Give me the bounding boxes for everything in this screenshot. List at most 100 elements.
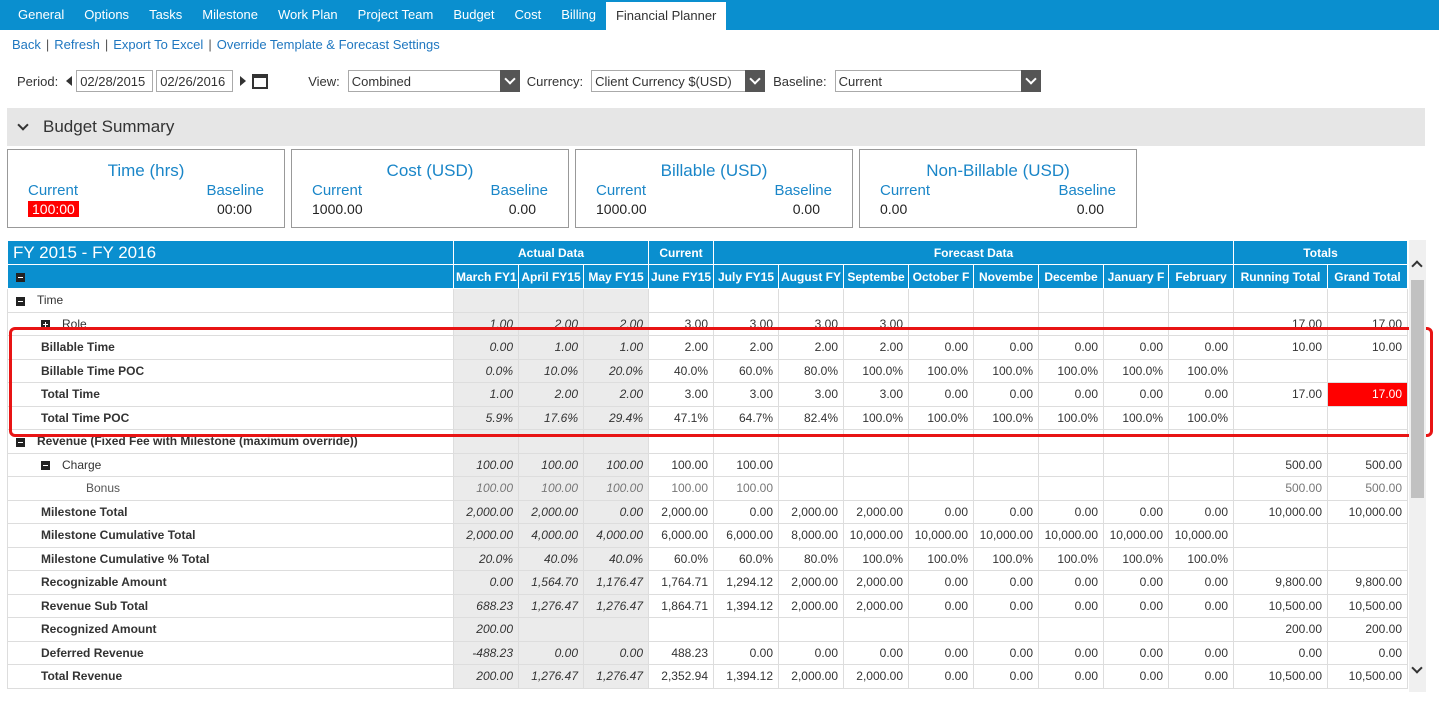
table-cell[interactable]: [908, 617, 975, 642]
chevron-down-icon[interactable]: [745, 69, 766, 92]
table-cell[interactable]: [908, 311, 975, 336]
table-cell[interactable]: 0.00: [843, 640, 910, 665]
table-cell[interactable]: 2.00: [648, 335, 715, 360]
table-cell[interactable]: 4,000.00: [518, 523, 584, 548]
table-cell[interactable]: [1327, 288, 1409, 313]
table-cell[interactable]: 0.00: [1038, 335, 1105, 360]
table-cell[interactable]: 2.00: [582, 311, 650, 336]
table-cell[interactable]: 100.0%: [843, 546, 910, 571]
table-cell[interactable]: 100.0%: [908, 546, 975, 571]
table-cell[interactable]: [1327, 546, 1409, 571]
column-header[interactable]: Running Total: [1233, 264, 1329, 289]
table-cell[interactable]: 10,500.00: [1327, 593, 1409, 618]
table-cell[interactable]: 3.00: [778, 382, 845, 407]
table-cell[interactable]: 2,000.00: [778, 664, 845, 689]
table-cell[interactable]: 1.00: [518, 335, 584, 360]
table-cell[interactable]: [582, 288, 650, 313]
table-cell[interactable]: 0.00: [1103, 570, 1170, 595]
tab-billing[interactable]: Billing: [561, 7, 596, 22]
table-cell[interactable]: 2,000.00: [843, 570, 910, 595]
table-cell[interactable]: 40.0%: [582, 546, 650, 571]
table-cell[interactable]: [582, 429, 650, 454]
baseline-select[interactable]: Current: [834, 69, 1041, 92]
table-cell[interactable]: [1233, 288, 1329, 313]
table-cell[interactable]: 2,000.00: [648, 499, 715, 524]
column-header[interactable]: March FY1: [453, 264, 519, 289]
budget-summary-header[interactable]: Budget Summary: [7, 108, 1425, 146]
table-cell[interactable]: 2.00: [518, 382, 584, 407]
table-cell[interactable]: 2.00: [843, 335, 910, 360]
table-cell[interactable]: [908, 429, 975, 454]
table-cell[interactable]: 0.00: [1038, 593, 1105, 618]
column-header[interactable]: Septembe: [843, 264, 910, 289]
table-cell[interactable]: [1233, 405, 1329, 430]
table-cell[interactable]: 0.00: [1168, 593, 1235, 618]
table-cell[interactable]: 4,000.00: [582, 523, 650, 548]
table-cell[interactable]: 100.0%: [1103, 546, 1170, 571]
table-cell[interactable]: 1,276.47: [582, 593, 650, 618]
table-cell[interactable]: 100.0%: [1168, 358, 1235, 383]
table-cell[interactable]: 100.00: [713, 476, 780, 501]
table-cell[interactable]: 200.00: [1327, 617, 1409, 642]
table-cell[interactable]: [713, 429, 780, 454]
table-cell[interactable]: 2,000.00: [843, 593, 910, 618]
table-cell[interactable]: [778, 617, 845, 642]
table-cell[interactable]: 64.7%: [713, 405, 780, 430]
table-cell[interactable]: [1327, 405, 1409, 430]
column-header[interactable]: April FY15: [518, 264, 584, 289]
table-cell[interactable]: 0.00: [908, 382, 975, 407]
table-cell[interactable]: 40.0%: [518, 546, 584, 571]
column-header[interactable]: January F: [1103, 264, 1170, 289]
table-cell[interactable]: 10,000.00: [1038, 523, 1105, 548]
table-cell[interactable]: 100.00: [582, 476, 650, 501]
table-cell[interactable]: 3.00: [778, 311, 845, 336]
table-cell[interactable]: 2,000.00: [453, 499, 519, 524]
table-cell[interactable]: 8,000.00: [778, 523, 845, 548]
table-cell[interactable]: 82.4%: [778, 405, 845, 430]
table-cell[interactable]: 10,500.00: [1233, 593, 1329, 618]
table-cell[interactable]: [1233, 523, 1329, 548]
collapse-all-header[interactable]: [7, 264, 454, 289]
table-cell[interactable]: 0.00: [1233, 640, 1329, 665]
scroll-up-icon[interactable]: [1411, 260, 1423, 272]
table-cell[interactable]: 2,000.00: [843, 499, 910, 524]
table-cell[interactable]: 1,564.70: [518, 570, 584, 595]
table-cell[interactable]: [1103, 617, 1170, 642]
table-cell[interactable]: 1,764.71: [648, 570, 715, 595]
table-cell[interactable]: [778, 452, 845, 477]
period-start-input[interactable]: [76, 70, 154, 92]
table-cell[interactable]: 2.00: [778, 335, 845, 360]
table-cell[interactable]: 1,394.12: [713, 593, 780, 618]
table-cell[interactable]: 17.00: [1327, 311, 1409, 336]
table-cell[interactable]: 5.9%: [453, 405, 519, 430]
column-header[interactable]: Decembe: [1038, 264, 1105, 289]
table-cell[interactable]: 100.0%: [973, 358, 1040, 383]
collapse-icon[interactable]: [16, 296, 25, 306]
table-cell[interactable]: 0.00: [908, 593, 975, 618]
table-cell[interactable]: 100.0%: [843, 358, 910, 383]
prev-period-icon[interactable]: [66, 76, 73, 86]
table-cell[interactable]: [1233, 429, 1329, 454]
table-cell[interactable]: [1168, 311, 1235, 336]
collapse-icon[interactable]: [41, 461, 50, 471]
table-cell[interactable]: 1,276.47: [518, 593, 584, 618]
table-cell[interactable]: 100.0%: [1103, 405, 1170, 430]
table-cell[interactable]: 100.0%: [908, 405, 975, 430]
table-cell[interactable]: 200.00: [1233, 617, 1329, 642]
table-cell[interactable]: 3.00: [648, 311, 715, 336]
table-cell[interactable]: 60.0%: [713, 358, 780, 383]
table-cell[interactable]: 0.00: [1168, 640, 1235, 665]
table-cell[interactable]: 10,000.00: [908, 523, 975, 548]
column-header[interactable]: May FY15: [582, 264, 650, 289]
table-cell[interactable]: 3.00: [843, 382, 910, 407]
table-cell[interactable]: [1168, 617, 1235, 642]
collapse-icon[interactable]: [16, 272, 25, 282]
table-cell[interactable]: 0.00: [1103, 499, 1170, 524]
table-cell[interactable]: 0.00: [1038, 499, 1105, 524]
tab-work-plan[interactable]: Work Plan: [277, 7, 338, 22]
next-period-icon[interactable]: [240, 76, 247, 86]
table-cell[interactable]: 0.00: [908, 570, 975, 595]
table-cell[interactable]: 1,864.71: [648, 593, 715, 618]
table-cell[interactable]: 500.00: [1327, 452, 1409, 477]
table-cell[interactable]: 2,000.00: [518, 499, 584, 524]
